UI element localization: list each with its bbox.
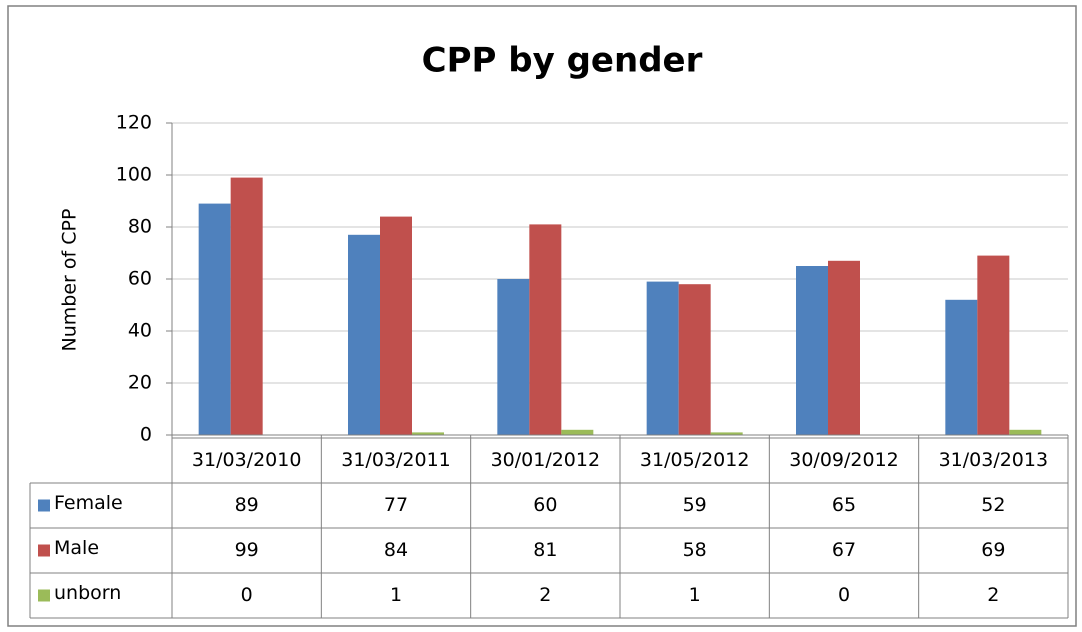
table-value: 2 xyxy=(987,584,999,606)
y-axis-title: Number of CPP xyxy=(59,209,81,352)
bar xyxy=(1009,429,1042,435)
table-value: 59 xyxy=(683,494,707,516)
y-tick-label: 80 xyxy=(128,216,152,238)
x-tick-label: 31/03/2010 xyxy=(192,449,302,471)
table-value: 99 xyxy=(235,539,259,561)
y-tick-label: 40 xyxy=(128,320,152,342)
table-value: 1 xyxy=(689,584,701,606)
bar xyxy=(796,266,828,435)
bar xyxy=(380,216,412,435)
table-value: 52 xyxy=(981,494,1005,516)
bar xyxy=(561,429,594,435)
y-tick-label: 60 xyxy=(128,268,152,290)
bar xyxy=(710,432,743,435)
bar xyxy=(230,177,263,435)
table-value: 0 xyxy=(838,584,850,606)
table-value: 67 xyxy=(832,539,856,561)
bar xyxy=(412,432,444,435)
bar xyxy=(646,281,679,435)
table-value: 89 xyxy=(235,494,259,516)
legend-key xyxy=(38,499,50,512)
legend-key xyxy=(38,589,50,602)
legend-label: unborn xyxy=(54,582,121,604)
table-value: 84 xyxy=(384,539,408,561)
bar xyxy=(945,299,978,435)
x-tick-label: 31/03/2013 xyxy=(939,449,1049,471)
bar xyxy=(198,203,231,435)
bar xyxy=(529,224,562,435)
table-value: 2 xyxy=(539,584,551,606)
table-value: 65 xyxy=(832,494,856,516)
legend-label: Male xyxy=(54,537,99,559)
y-tick-label: 0 xyxy=(140,424,152,446)
x-tick-label: 30/01/2012 xyxy=(491,449,601,471)
legend-key xyxy=(38,544,50,557)
table-value: 0 xyxy=(241,584,253,606)
legend-label: Female xyxy=(54,492,123,514)
table-value: 60 xyxy=(533,494,557,516)
table-value: 58 xyxy=(683,539,707,561)
table-value: 1 xyxy=(390,584,402,606)
bar xyxy=(497,279,530,435)
table-value: 69 xyxy=(981,539,1005,561)
bar xyxy=(348,234,380,435)
y-tick-label: 120 xyxy=(116,112,152,134)
bar xyxy=(828,260,860,435)
table-value: 77 xyxy=(384,494,408,516)
y-tick-label: 100 xyxy=(116,164,152,186)
x-tick-label: 31/05/2012 xyxy=(640,449,750,471)
bar xyxy=(977,255,1010,435)
bar xyxy=(678,284,711,435)
table-value: 81 xyxy=(533,539,557,561)
x-tick-label: 31/03/2011 xyxy=(341,449,451,471)
chart-title: CPP by gender xyxy=(422,41,703,81)
y-tick-label: 20 xyxy=(128,372,152,394)
x-tick-label: 30/09/2012 xyxy=(789,449,899,471)
